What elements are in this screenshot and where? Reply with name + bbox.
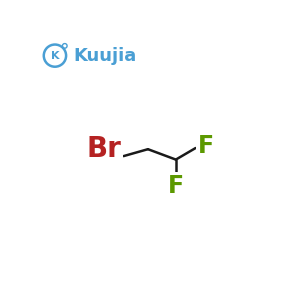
Text: Kuujia: Kuujia	[74, 46, 137, 64]
Text: Br: Br	[86, 135, 121, 163]
Text: F: F	[198, 134, 214, 158]
Text: F: F	[168, 174, 184, 198]
Text: K: K	[51, 51, 59, 61]
